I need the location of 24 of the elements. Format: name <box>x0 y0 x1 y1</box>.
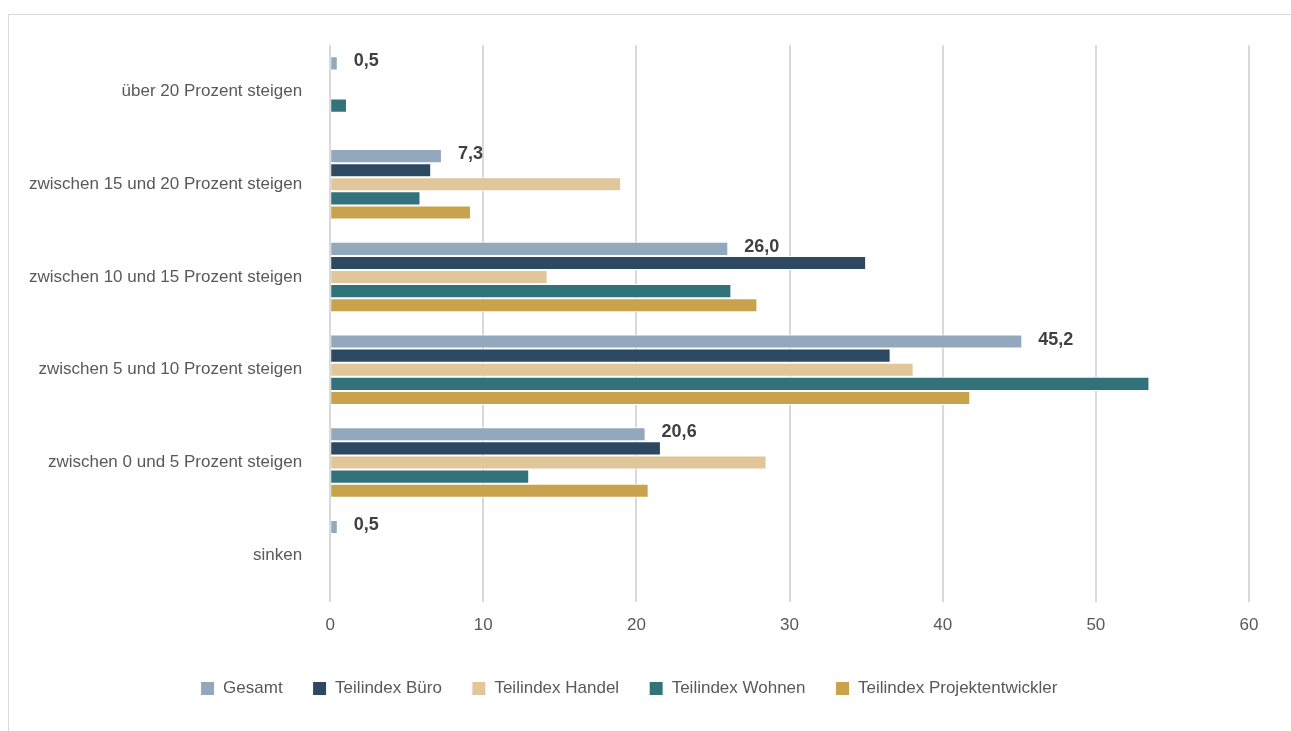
y-tick-label: zwischen 0 und 5 Prozent steigen <box>47 452 303 472</box>
data-label: 45,2 <box>1038 328 1074 349</box>
x-tick-label: 30 <box>780 615 800 635</box>
legend-label: Gesamt <box>223 678 283 698</box>
y-tick-label: über 20 Prozent steigen <box>121 81 303 101</box>
data-label: 0,5 <box>353 50 379 71</box>
x-tick-label: 50 <box>1086 615 1106 635</box>
y-tick-label: zwischen 10 und 15 Prozent steigen <box>29 266 303 286</box>
legend-label: Teilindex Büro <box>335 678 442 698</box>
legend-label: Teilindex Projektentwickler <box>858 678 1058 698</box>
y-tick-label: zwischen 15 und 20 Prozent steigen <box>29 173 303 193</box>
data-label: 7,3 <box>457 143 483 164</box>
y-tick-label: zwischen 5 und 10 Prozent steigen <box>38 359 303 379</box>
x-tick-label: 40 <box>933 615 953 635</box>
x-tick-label: 0 <box>325 615 335 635</box>
x-tick-label: 60 <box>1239 615 1259 635</box>
legend-label: Teilindex Wohnen <box>671 678 806 698</box>
y-tick-label: sinken <box>252 544 303 564</box>
data-label: 26,0 <box>744 235 780 256</box>
data-label: 20,6 <box>661 421 697 442</box>
x-tick-label: 10 <box>473 615 493 635</box>
legend-label: Teilindex Handel <box>494 678 620 698</box>
data-label: 0,5 <box>353 514 379 535</box>
x-tick-label: 20 <box>626 615 646 635</box>
